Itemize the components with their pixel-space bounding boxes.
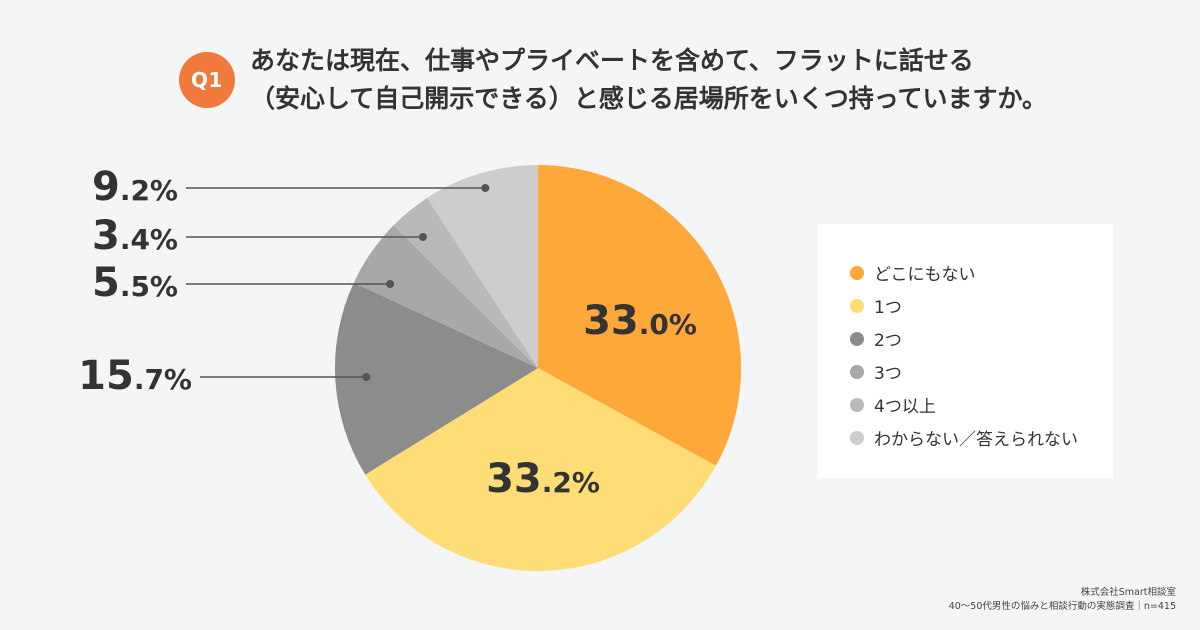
pie-slice-unknown	[427, 165, 538, 368]
legend-swatch-one	[850, 298, 864, 313]
slice-label-unknown: 9.2%	[92, 164, 178, 210]
pie-slice-none	[538, 165, 742, 466]
leader-dot-three	[386, 280, 395, 288]
legend-label-four-plus: 4つ以上	[874, 397, 936, 417]
legend-label-three: 3つ	[874, 364, 902, 384]
question-badge: Q1	[179, 52, 235, 108]
slice-label-three: 5.5%	[92, 260, 178, 306]
legend-item-unknown: わからない／答えられない	[850, 425, 1078, 450]
leader-dot-four-plus	[418, 233, 427, 241]
legend-swatch-unknown	[850, 430, 864, 445]
legend-item-three: 3つ	[850, 359, 902, 384]
legend-label-two: 2つ	[874, 331, 902, 351]
pie-slice-three	[353, 225, 538, 368]
legend-item-none: どこにもない	[850, 260, 976, 285]
footer: 株式会社Smart相談室 40〜50代男性の悩みと相談行動の実態調査｜n=415	[949, 586, 1176, 614]
legend-swatch-three	[850, 364, 864, 379]
leader-dot-unknown	[481, 184, 490, 192]
pie-slice-one	[365, 368, 716, 571]
question-title-line2: （安心して自己開示できる）と感じる居場所をいくつ持っていますか。	[250, 84, 1048, 113]
question-title-line1: あなたは現在、仕事やプライベートを含めて、フラットに話せる	[250, 46, 974, 75]
legend-item-one: 1つ	[850, 293, 902, 318]
legend-item-four-plus: 4つ以上	[850, 392, 936, 417]
legend-swatch-four-plus	[850, 397, 864, 412]
legend-swatch-none	[850, 265, 864, 280]
legend-item-two: 2つ	[850, 326, 902, 351]
legend-label-unknown: わからない／答えられない	[874, 430, 1078, 450]
pie-slice-two	[334, 282, 538, 475]
footer-company: 株式会社Smart相談室	[1080, 587, 1176, 598]
legend-label-one: 1つ	[874, 298, 902, 318]
pie-slice-four-plus	[393, 197, 538, 368]
footer-survey-info: 40〜50代男性の悩みと相談行動の実態調査｜n=415	[948, 601, 1176, 612]
leader-dot-two	[362, 373, 371, 381]
legend: どこにもない 1つ 2つ 3つ 4つ以上 わからない／答えられない	[818, 224, 1113, 478]
slice-label-one: 33.2%	[486, 456, 600, 502]
slice-label-four-plus: 3.4%	[92, 213, 178, 259]
legend-swatch-two	[850, 331, 864, 346]
slice-label-two: 15.7%	[78, 353, 192, 399]
slice-label-none: 33.0%	[583, 298, 697, 344]
legend-label-none: どこにもない	[874, 265, 976, 285]
question-title: あなたは現在、仕事やプライベートを含めて、フラットに話せる （安心して自己開示で…	[250, 42, 1080, 118]
